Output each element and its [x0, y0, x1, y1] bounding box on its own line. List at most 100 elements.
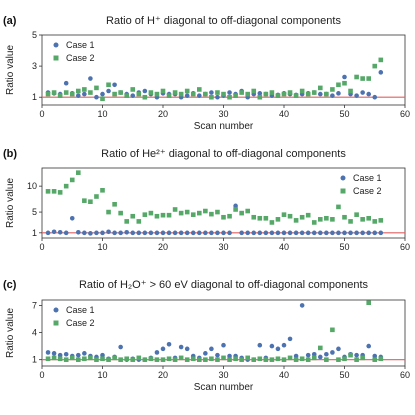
x-tick-label: 60 — [400, 370, 410, 380]
data-point — [69, 355, 75, 361]
data-point — [336, 82, 341, 88]
data-point — [287, 213, 293, 219]
data-point — [215, 357, 220, 362]
data-point — [281, 230, 287, 236]
data-point — [142, 88, 148, 94]
data-point — [299, 214, 305, 220]
data-point — [366, 300, 371, 306]
data-point — [372, 357, 378, 362]
data-point — [130, 357, 136, 362]
data-point — [233, 203, 238, 209]
data-point — [203, 230, 208, 236]
data-point — [57, 190, 63, 195]
data-point — [112, 201, 117, 207]
data-point — [76, 170, 81, 175]
data-point — [336, 91, 341, 96]
data-point — [45, 189, 51, 194]
data-point — [118, 344, 123, 350]
data-point — [82, 356, 87, 362]
data-point — [100, 187, 105, 193]
data-point — [221, 342, 226, 348]
data-point — [160, 230, 166, 236]
data-point — [184, 88, 190, 94]
x-tick-label: 10 — [97, 370, 107, 380]
data-point — [324, 215, 329, 221]
data-point — [76, 229, 81, 235]
data-point — [305, 357, 311, 362]
data-point — [318, 354, 323, 360]
x-tick-label: 0 — [39, 242, 44, 252]
data-point — [257, 91, 263, 96]
data-point — [269, 357, 275, 362]
data-point — [221, 355, 226, 361]
data-point — [269, 90, 275, 95]
x-tick-label: 20 — [158, 242, 168, 252]
data-point — [372, 353, 378, 359]
data-point — [336, 230, 341, 236]
data-point — [94, 194, 99, 199]
data-point — [324, 230, 329, 236]
legend-marker — [340, 188, 346, 194]
data-point — [251, 357, 257, 362]
data-point — [221, 214, 226, 220]
data-point — [257, 356, 263, 362]
x-tick-label: 0 — [39, 109, 44, 119]
data-point — [82, 91, 87, 97]
y-tick-label: 10 — [27, 181, 37, 191]
y-axis-label: Ratio value — [5, 308, 16, 358]
data-point — [354, 74, 359, 80]
data-point — [63, 230, 69, 236]
data-point — [63, 351, 69, 357]
data-point — [106, 357, 111, 362]
data-point — [142, 94, 148, 100]
data-point — [112, 91, 117, 97]
data-point — [245, 230, 250, 236]
data-point — [293, 218, 299, 223]
data-point — [378, 218, 384, 223]
panel-label: (a) — [3, 15, 17, 27]
data-point — [372, 219, 378, 224]
data-point — [269, 343, 275, 349]
data-point — [257, 342, 263, 348]
panel-label: (c) — [3, 279, 17, 291]
data-point — [275, 356, 281, 362]
data-point — [154, 91, 160, 97]
legend: Case 1 Case 2 — [53, 305, 95, 328]
x-tick-label: 30 — [218, 242, 228, 252]
data-point — [45, 91, 51, 97]
data-point — [348, 352, 353, 358]
data-point — [269, 230, 275, 236]
legend-label: Case 2 — [353, 186, 382, 196]
x-tick-label: 10 — [97, 242, 107, 252]
data-point — [209, 211, 214, 217]
data-point — [215, 94, 220, 100]
data-point — [106, 229, 111, 235]
data-point — [63, 357, 69, 362]
data-point — [118, 357, 123, 362]
data-point — [136, 219, 142, 224]
data-point — [94, 94, 99, 100]
chart-title: Ratio of H₂O⁺ > 60 eV diagonal to off-di… — [79, 279, 369, 291]
data-point — [136, 91, 142, 97]
data-point — [76, 93, 81, 98]
data-point — [366, 230, 372, 236]
data-point — [184, 346, 190, 352]
data-point — [378, 356, 384, 362]
data-point — [106, 82, 111, 88]
data-point — [148, 356, 154, 362]
data-point — [287, 90, 293, 95]
data-point — [148, 90, 154, 95]
y-tick-label: 1 — [32, 228, 37, 238]
data-point — [372, 230, 378, 236]
legend-marker — [53, 55, 59, 61]
data-point — [245, 91, 250, 97]
data-point — [281, 342, 287, 348]
data-point — [124, 219, 129, 224]
data-point — [330, 93, 335, 98]
data-point — [348, 88, 353, 94]
data-point — [318, 85, 323, 91]
data-point — [360, 76, 365, 81]
data-point — [287, 336, 293, 342]
data-point — [366, 76, 371, 81]
data-point — [257, 215, 263, 221]
